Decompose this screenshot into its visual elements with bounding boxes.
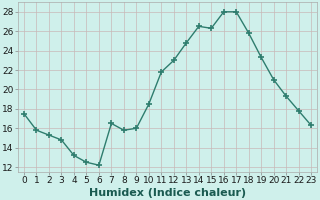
X-axis label: Humidex (Indice chaleur): Humidex (Indice chaleur) xyxy=(89,188,246,198)
